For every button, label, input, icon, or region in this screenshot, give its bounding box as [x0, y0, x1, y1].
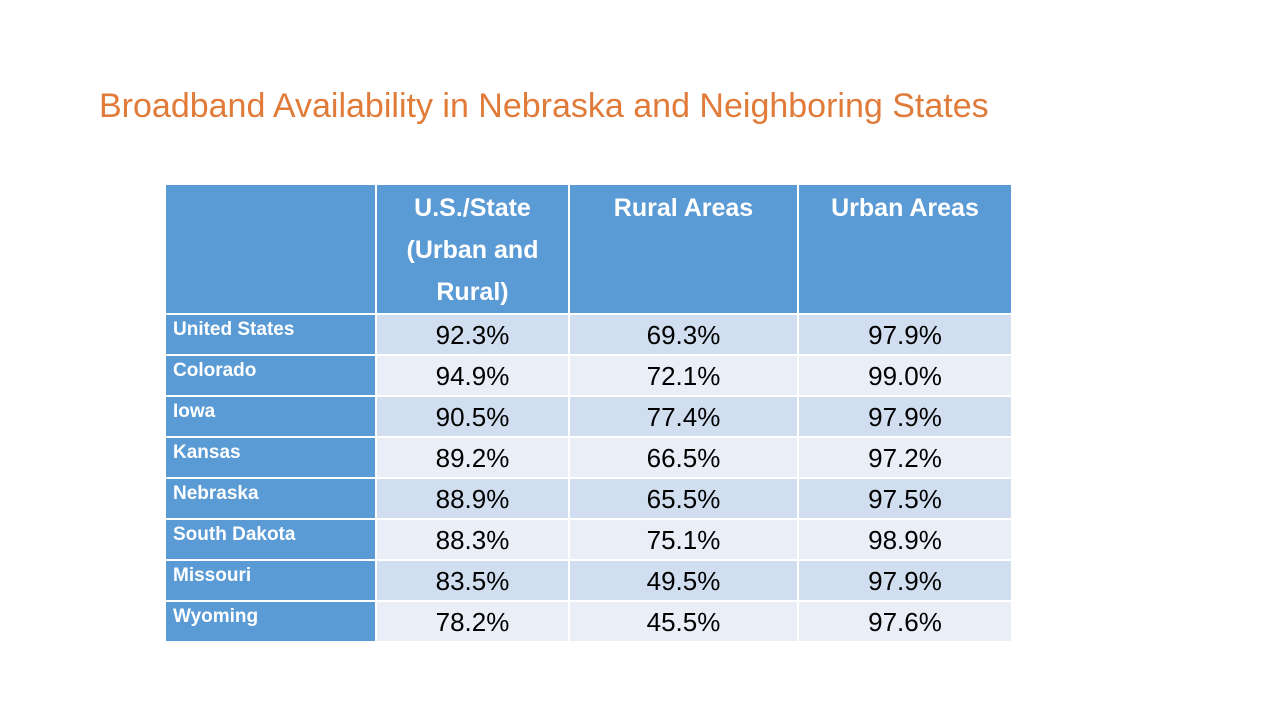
header-corner-cell [164, 183, 377, 315]
table-row: South Dakota 88.3% 75.1% 98.9% [164, 518, 1013, 561]
table-row: Iowa 90.5% 77.4% 97.9% [164, 395, 1013, 438]
cell-urban: 97.9% [797, 313, 1013, 356]
table-row: Colorado 94.9% 72.1% 99.0% [164, 354, 1013, 397]
header-urban-areas: Urban Areas [797, 183, 1013, 315]
cell-rural: 65.5% [568, 477, 799, 520]
cell-overall: 83.5% [375, 559, 570, 602]
cell-overall: 90.5% [375, 395, 570, 438]
table-row: United States 92.3% 69.3% 97.9% [164, 313, 1013, 356]
broadband-table: U.S./State (Urban and Rural) Rural Areas… [164, 183, 1013, 643]
cell-rural: 75.1% [568, 518, 799, 561]
table-row: Nebraska 88.9% 65.5% 97.5% [164, 477, 1013, 520]
cell-urban: 97.2% [797, 436, 1013, 479]
cell-urban: 97.9% [797, 559, 1013, 602]
cell-overall: 89.2% [375, 436, 570, 479]
cell-urban: 99.0% [797, 354, 1013, 397]
row-label: Missouri [164, 559, 377, 602]
cell-rural: 77.4% [568, 395, 799, 438]
row-label: United States [164, 313, 377, 356]
table-row: Wyoming 78.2% 45.5% 97.6% [164, 600, 1013, 643]
table-row: Missouri 83.5% 49.5% 97.9% [164, 559, 1013, 602]
cell-urban: 97.6% [797, 600, 1013, 643]
cell-overall: 78.2% [375, 600, 570, 643]
table-header-row: U.S./State (Urban and Rural) Rural Areas… [164, 183, 1013, 315]
row-label: Wyoming [164, 600, 377, 643]
cell-urban: 97.5% [797, 477, 1013, 520]
cell-urban: 98.9% [797, 518, 1013, 561]
cell-overall: 94.9% [375, 354, 570, 397]
cell-overall: 92.3% [375, 313, 570, 356]
cell-overall: 88.9% [375, 477, 570, 520]
cell-rural: 49.5% [568, 559, 799, 602]
row-label: Colorado [164, 354, 377, 397]
header-us-state: U.S./State (Urban and Rural) [375, 183, 570, 315]
table-row: Kansas 89.2% 66.5% 97.2% [164, 436, 1013, 479]
cell-rural: 69.3% [568, 313, 799, 356]
cell-rural: 45.5% [568, 600, 799, 643]
row-label: Iowa [164, 395, 377, 438]
row-label: Kansas [164, 436, 377, 479]
cell-rural: 72.1% [568, 354, 799, 397]
row-label: Nebraska [164, 477, 377, 520]
cell-overall: 88.3% [375, 518, 570, 561]
cell-urban: 97.9% [797, 395, 1013, 438]
cell-rural: 66.5% [568, 436, 799, 479]
header-rural-areas: Rural Areas [568, 183, 799, 315]
row-label: South Dakota [164, 518, 377, 561]
slide-title: Broadband Availability in Nebraska and N… [99, 87, 989, 125]
